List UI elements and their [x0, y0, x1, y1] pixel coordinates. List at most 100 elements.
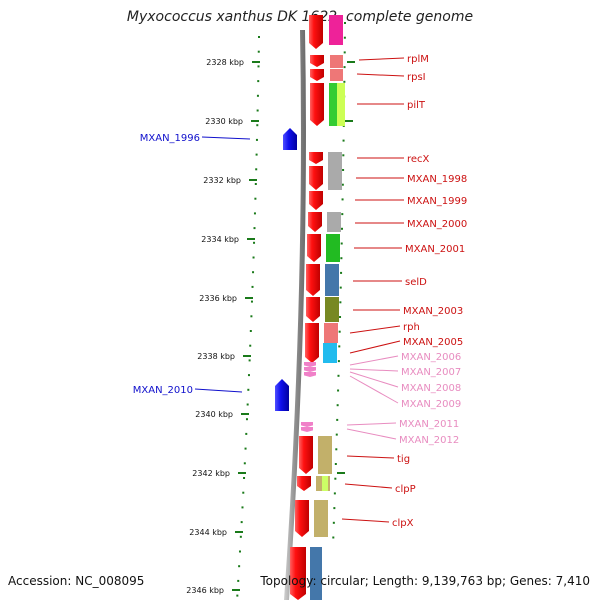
inner-ring-dot [258, 36, 260, 38]
cog-category-block [328, 152, 342, 190]
gene-label[interactable]: rplM [407, 54, 429, 65]
reverse-gene-arrow [310, 69, 324, 81]
cog-category-block [324, 323, 338, 343]
inner-ring-dot [251, 285, 254, 288]
inner-ring-dot [250, 315, 253, 318]
inner-ring-dot [253, 212, 256, 215]
gene-label[interactable]: MXAN_1996 [140, 133, 200, 144]
outer-ring-dot [336, 418, 339, 421]
scale-tick-label: 2332 kbp [203, 176, 241, 185]
cog-category-block [329, 15, 343, 45]
inner-ring-dot [247, 374, 250, 377]
gene-label-connector [194, 388, 243, 393]
gene-label[interactable]: clpP [395, 484, 416, 495]
outer-ring-dot [341, 198, 344, 201]
inner-ring-dot [253, 241, 256, 244]
inner-ring-dot [257, 50, 260, 53]
gene-label[interactable]: MXAN_1998 [407, 174, 467, 185]
cog-category-block [330, 69, 343, 81]
reverse-gene-arrow [306, 297, 320, 322]
gene-label-connector [358, 57, 405, 61]
gene-label[interactable]: rph [403, 322, 420, 333]
inner-ring-dot [237, 579, 240, 582]
gene-label[interactable]: recX [407, 154, 430, 165]
forward-gene-arrow [283, 128, 297, 150]
topology-summary: Topology: circular; Length: 9,139,763 bp… [260, 574, 590, 588]
reverse-gene-arrow [297, 476, 311, 491]
cog-category-blocks [310, 15, 345, 600]
gene-label-connector [346, 422, 397, 426]
inner-ring-dot [252, 271, 255, 274]
scale-tick-label: 2334 kbp [201, 235, 239, 244]
scale-tick-label: 2338 kbp [197, 352, 235, 361]
reverse-gene-arrow [305, 323, 319, 363]
outer-ring-dot [343, 51, 346, 54]
scale-tick-label: 2330 kbp [205, 117, 243, 126]
gene-label[interactable]: MXAN_2001 [405, 244, 465, 255]
outer-ring-dot [343, 36, 346, 39]
inner-ring-dot [256, 109, 259, 112]
cog-category-block [318, 436, 332, 474]
gene-label[interactable]: MXAN_2007 [401, 367, 461, 378]
outer-ring-dot [332, 521, 335, 524]
gene-label[interactable]: selD [405, 277, 427, 288]
gene-label[interactable]: MXAN_2012 [399, 435, 459, 446]
gene-label-connector [346, 455, 395, 459]
cog-category-block [327, 212, 341, 232]
reverse-gene-arrow [295, 500, 309, 537]
outer-ring-dot [343, 66, 346, 69]
inner-ring-dot [250, 300, 253, 303]
reverse-gene-arrow [310, 83, 324, 126]
inner-ring-dot [241, 506, 244, 509]
forward-gene-arrow [275, 379, 289, 411]
rna-gene-arrow [301, 427, 313, 432]
outer-ring-dot [334, 477, 337, 480]
gene-label[interactable]: MXAN_2000 [407, 219, 467, 230]
outer-ring-dot [340, 271, 343, 274]
gene-label[interactable]: MXAN_2003 [403, 306, 463, 317]
inner-ring-dot [245, 418, 248, 421]
outer-ring-dot [342, 154, 345, 157]
label-connectors [194, 57, 405, 523]
outer-ring-dot [342, 169, 345, 171]
gene-label-connector [349, 368, 399, 372]
cog-category-block [337, 83, 345, 126]
reverse-gene-arrow [306, 264, 320, 296]
gene-label[interactable]: MXAN_2008 [401, 383, 461, 394]
scale-tick-label: 2346 kbp [186, 586, 224, 595]
gene-label[interactable]: MXAN_2010 [133, 385, 193, 396]
gene-label[interactable]: MXAN_2009 [401, 399, 461, 410]
scale-tick-label: 2340 kbp [195, 410, 233, 419]
gene-label-connector [201, 136, 251, 140]
scale-tick-label: 2336 kbp [199, 294, 237, 303]
gene-label-connector [356, 73, 405, 77]
gene-label[interactable]: MXAN_1999 [407, 196, 467, 207]
inner-ring-dot [236, 594, 239, 597]
gene-label[interactable]: tig [397, 454, 410, 465]
inner-ring-dot [249, 344, 252, 347]
rna-gene-arrow [301, 422, 313, 427]
rna-gene-arrow [304, 372, 316, 377]
gene-label[interactable]: pilT [407, 100, 426, 111]
cog-category-block [325, 264, 339, 296]
reverse-gene-arrow [307, 234, 321, 262]
reverse-gene-arrow [290, 547, 306, 600]
gene-label[interactable]: clpX [392, 518, 414, 529]
outer-ring-dot [337, 389, 340, 392]
rna-gene-arrow [304, 367, 316, 372]
gene-label[interactable]: MXAN_2005 [403, 337, 463, 348]
inner-ring-dot [252, 256, 255, 259]
gene-arrows [275, 15, 324, 600]
scale-tick-label: 2328 kbp [206, 58, 244, 67]
chromosome-backbone [284, 30, 306, 600]
inner-ring-dot [255, 153, 258, 156]
inner-ring-dot [243, 462, 246, 465]
gene-label[interactable]: MXAN_2011 [399, 419, 459, 430]
cog-category-block [325, 297, 339, 322]
inner-ring-dot [249, 330, 252, 332]
outer-ring-dot [341, 213, 344, 216]
gene-label[interactable]: MXAN_2006 [401, 352, 461, 363]
cog-category-block [314, 500, 328, 537]
gene-label[interactable]: rpsI [407, 72, 426, 83]
scale-tick-label: 2342 kbp [192, 469, 230, 478]
